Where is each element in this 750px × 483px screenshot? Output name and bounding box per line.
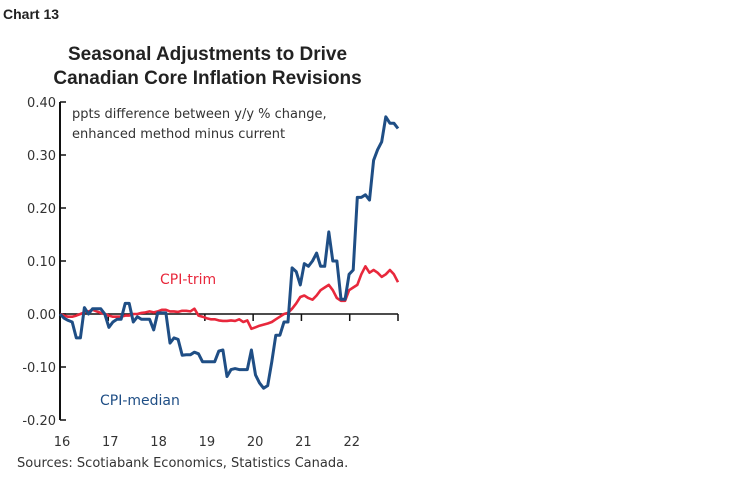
series-label-cpi-median: CPI-median xyxy=(100,393,180,409)
y-tick-label: -0.20 xyxy=(22,414,56,429)
series-label-cpi-trim: CPI-trim xyxy=(160,272,216,288)
x-tick-label: 20 xyxy=(247,435,264,450)
chart-title-line-1: Seasonal Adjustments to Drive xyxy=(67,44,348,65)
annotation-line-2: enhanced method minus current xyxy=(72,127,286,142)
series-line-cpi-median xyxy=(58,115,400,390)
y-tick-label: 0.10 xyxy=(27,255,56,270)
source-note: Sources: Scotiabank Economics, Statistic… xyxy=(17,456,349,471)
x-tick-label: 17 xyxy=(102,435,119,450)
y-tick-label: 0.30 xyxy=(27,149,56,164)
annotation-line-1: ppts difference between y/y % change, xyxy=(72,107,327,122)
series-line-cpi-trim xyxy=(59,264,400,331)
x-tick-label: 18 xyxy=(150,435,167,450)
x-tick-label: 21 xyxy=(295,435,312,450)
y-tick-label: 0.40 xyxy=(27,96,56,111)
y-tick-label: 0.00 xyxy=(27,308,56,323)
x-tick-label: 16 xyxy=(54,435,71,450)
x-tick-label: 19 xyxy=(199,435,216,450)
chart-label: Chart 13 xyxy=(3,6,60,22)
x-tick-label: 22 xyxy=(343,435,360,450)
y-tick-label: -0.10 xyxy=(22,361,56,376)
y-tick-label: 0.20 xyxy=(27,202,56,217)
chart-title-line-2: Canadian Core Inflation Revisions xyxy=(53,68,362,89)
